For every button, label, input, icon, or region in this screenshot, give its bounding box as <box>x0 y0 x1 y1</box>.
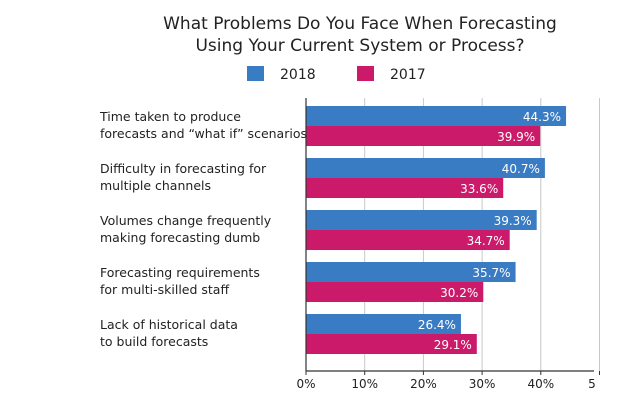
bar-2017 <box>306 282 484 302</box>
data-label-2018: 35.7% <box>472 266 510 280</box>
category-label: Forecasting requirements <box>100 265 260 280</box>
data-label-2017: 34.7% <box>467 234 505 248</box>
bar-2018 <box>306 106 567 126</box>
bar-2017 <box>306 126 541 146</box>
category-label: Difficulty in forecasting for <box>100 161 267 176</box>
chart-title-line: What Problems Do You Face When Forecasti… <box>163 14 557 34</box>
category-label: making forecasting dumb <box>100 230 260 245</box>
legend-label-2018: 2018 <box>280 67 316 83</box>
legend-label-2017: 2017 <box>390 67 426 83</box>
x-tick-label: 20% <box>410 377 437 391</box>
data-label-2017: 29.1% <box>434 338 472 352</box>
chart-title-line: Using Your Current System or Process? <box>195 36 524 56</box>
category-label: to build forecasts <box>100 334 208 349</box>
data-label-2017: 33.6% <box>460 182 498 196</box>
legend-swatch-2017 <box>357 66 374 81</box>
bar-2018 <box>306 158 545 178</box>
category-label: forecasts and “what if” scenarios <box>100 126 307 141</box>
category-label: Lack of historical data <box>100 317 238 332</box>
data-label-2017: 30.2% <box>440 286 478 300</box>
data-label-2018: 39.3% <box>494 214 532 228</box>
x-tick-label: 5 <box>588 377 596 391</box>
bar-2018 <box>306 262 516 282</box>
category-label: Volumes change frequently <box>100 213 272 228</box>
category-label: for multi-skilled staff <box>100 282 229 297</box>
x-tick-label: 0% <box>296 377 315 391</box>
bar-2017 <box>306 334 477 354</box>
bar-2017 <box>306 230 510 250</box>
bar-2018 <box>306 314 461 334</box>
x-tick-label: 40% <box>527 377 554 391</box>
bar-2018 <box>306 210 537 230</box>
data-label-2017: 39.9% <box>497 130 535 144</box>
category-label: multiple channels <box>100 178 211 193</box>
x-tick-label: 10% <box>351 377 378 391</box>
data-label-2018: 40.7% <box>502 162 540 176</box>
category-label: Time taken to produce <box>99 109 241 124</box>
bar-2017 <box>306 178 504 198</box>
legend-swatch-2018 <box>247 66 264 81</box>
data-label-2018: 44.3% <box>523 110 561 124</box>
x-tick-label: 30% <box>469 377 496 391</box>
data-label-2018: 26.4% <box>418 318 456 332</box>
